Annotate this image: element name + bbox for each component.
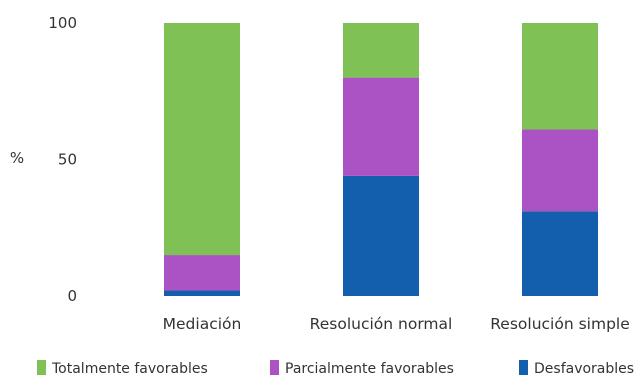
bar-segment: [164, 290, 240, 296]
y-tick-label: 50: [58, 151, 77, 169]
bar-segment: [522, 23, 598, 130]
bar-segment: [343, 77, 419, 176]
legend-label: Parcialmente favorables: [285, 361, 454, 377]
legend: Totalmente favorables Parcialmente favora…: [37, 360, 634, 377]
legend-item: Desfavorables: [519, 360, 634, 377]
y-tick-label: 0: [67, 287, 77, 305]
legend-label: Totalmente favorables: [51, 361, 208, 377]
bars: [164, 23, 598, 296]
y-axis-label: %: [10, 149, 24, 167]
legend-swatch: [37, 360, 46, 375]
bar-segment: [522, 211, 598, 296]
x-tick-label: Mediación: [163, 315, 242, 333]
y-ticks: 0 50 100: [48, 14, 77, 305]
bar-segment: [343, 23, 419, 78]
bar-segment: [164, 255, 240, 291]
legend-item: Totalmente favorables: [37, 360, 208, 377]
x-tick-label: Resolución simple: [490, 315, 630, 333]
y-tick-label: 100: [48, 14, 77, 32]
legend-swatch: [519, 360, 528, 375]
bar-segment: [343, 175, 419, 296]
x-tick-labels: Mediación Resolución normal Resolución sim…: [163, 315, 630, 333]
legend-item: Parcialmente favorables: [270, 360, 454, 377]
x-tick-label: Resolución normal: [310, 315, 453, 333]
legend-label: Desfavorables: [534, 361, 634, 377]
legend-swatch: [270, 360, 279, 375]
bar-segment: [522, 129, 598, 212]
bar-segment: [164, 23, 240, 256]
